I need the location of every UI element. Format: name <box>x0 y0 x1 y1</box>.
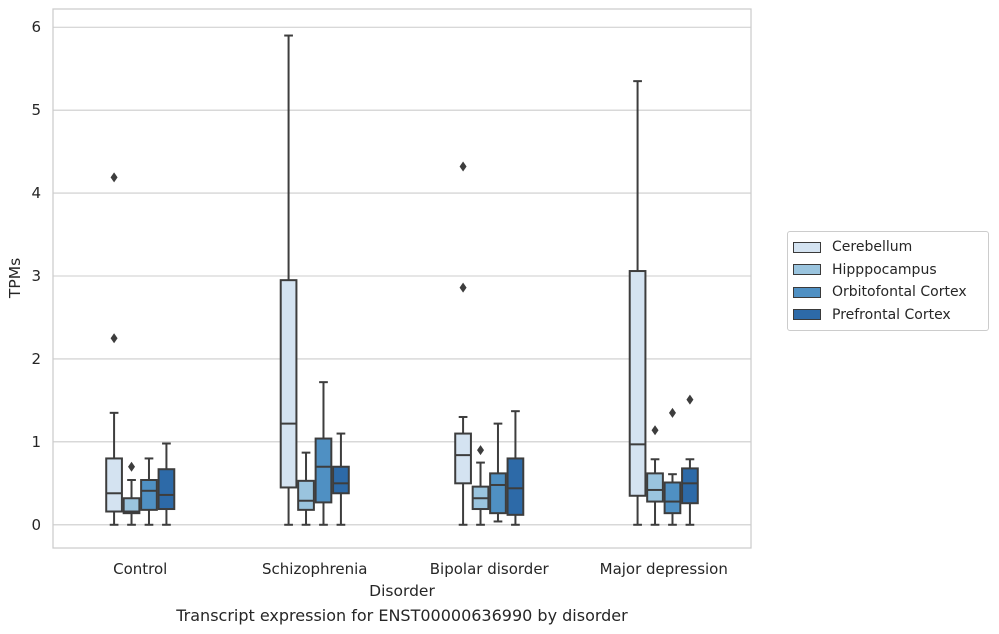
box-rect <box>122 497 141 515</box>
outlier-point <box>477 445 485 456</box>
box <box>628 80 647 526</box>
box <box>454 161 472 526</box>
box-rect <box>332 465 350 495</box>
series-orbitofontal-cortex <box>140 381 682 526</box>
legend-item-hipppocampus: Hipppocampus <box>788 259 988 282</box>
outlier-point <box>459 282 467 293</box>
outlier-point <box>110 333 118 344</box>
outlier-point <box>110 172 118 183</box>
y-axis-label: TPMs <box>6 258 24 299</box>
box-rect <box>157 468 176 511</box>
box <box>297 451 315 526</box>
y-tick-label: 5 <box>31 101 41 119</box>
legend-item-cerebellum: Cerebellum <box>788 236 988 259</box>
legend-swatch-orbitofontal-cortex <box>793 286 821 298</box>
x-tick-label: Schizophrenia <box>262 560 367 578</box>
y-tick-labels: 0 1 2 3 4 5 6 <box>31 18 41 534</box>
box-series <box>105 34 699 526</box>
legend-item-orbitofontal-cortex: Orbitofontal Cortex <box>788 281 988 304</box>
series-prefrontal-cortex <box>157 394 699 526</box>
box-rect <box>140 479 158 511</box>
box <box>157 442 176 526</box>
legend-swatch-prefrontal-cortex <box>793 309 821 321</box>
box <box>489 422 507 523</box>
legend-label: Hipppocampus <box>832 261 937 278</box>
outlier-point <box>128 461 136 472</box>
legend-label: Prefrontal Cortex <box>832 306 951 323</box>
y-tick-label: 6 <box>31 18 41 36</box>
box <box>646 425 664 526</box>
box-rect <box>279 279 298 489</box>
box <box>506 410 525 526</box>
chart-caption: Transcript expression for ENST0000063699… <box>176 606 628 625</box>
x-tick-label: Control <box>113 560 167 578</box>
outlier-point <box>686 394 694 405</box>
box <box>663 407 682 526</box>
box <box>314 381 333 526</box>
legend-item-prefrontal-cortex: Prefrontal Cortex <box>788 304 988 327</box>
box-rect <box>454 432 472 485</box>
y-tick-label: 4 <box>31 184 41 202</box>
y-tick-label: 1 <box>31 433 41 451</box>
box-rect <box>314 437 333 504</box>
box-rect <box>681 467 699 505</box>
box <box>122 461 141 526</box>
legend: Cerebellum Hipppocampus Orbitofontal Cor… <box>787 231 989 331</box>
y-tick-label: 0 <box>31 516 41 534</box>
outlier-point <box>651 425 659 436</box>
plot-frame <box>52 8 752 549</box>
box <box>105 172 123 526</box>
box-rect <box>489 472 507 515</box>
outlier-point <box>668 407 676 418</box>
box-rect <box>105 457 123 513</box>
box-rect <box>646 472 664 503</box>
legend-swatch-cerebellum <box>793 241 821 253</box>
box-rect <box>297 479 315 511</box>
legend-label: Orbitofontal Cortex <box>832 284 967 301</box>
legend-label: Cerebellum <box>832 239 913 256</box>
series-cerebellum <box>105 34 647 526</box>
x-axis-label: Disorder <box>369 582 435 600</box>
x-tick-label: Bipolar disorder <box>430 560 550 578</box>
outlier-point <box>459 161 467 172</box>
box <box>140 457 158 526</box>
box <box>471 445 490 526</box>
series-hipppocampus <box>122 425 664 526</box>
box-rect <box>628 270 647 497</box>
y-tick-label: 3 <box>31 267 41 285</box>
box-rect <box>506 457 525 516</box>
x-tick-labels: Control Schizophrenia Bipolar disorder Majo… <box>113 560 728 578</box>
box <box>279 34 298 526</box>
legend-swatch-hipppocampus <box>793 264 821 276</box>
x-tick-label: Major depression <box>600 560 728 578</box>
box <box>681 394 699 526</box>
y-tick-label: 2 <box>31 350 41 368</box>
box-rect <box>663 481 682 515</box>
box <box>332 432 350 526</box>
